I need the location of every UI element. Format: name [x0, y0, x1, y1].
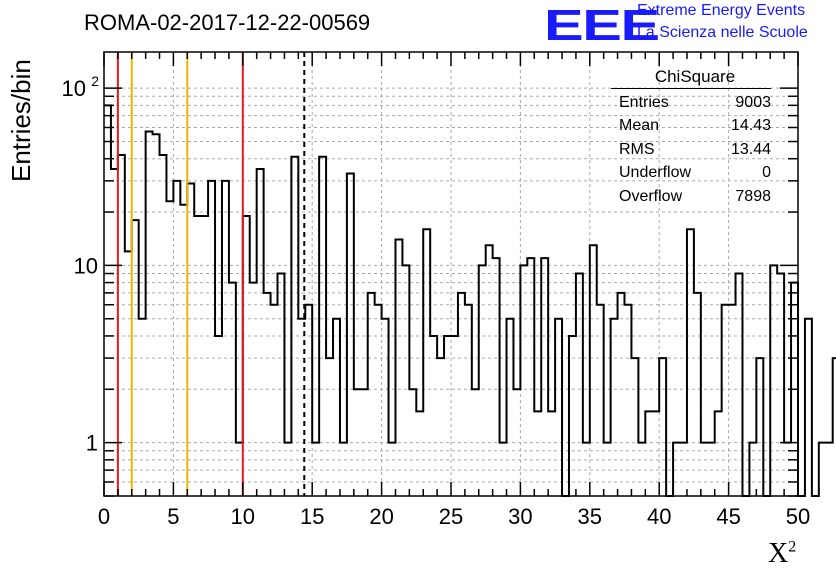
y-tick-label: 1: [86, 431, 98, 456]
x-axis-label: X2: [768, 538, 797, 569]
stats-box: ChiSquare Entries 9003 Mean 14.43 RMS 13.44…: [611, 66, 771, 208]
x-tick-label: 10: [231, 504, 255, 529]
y-tick-label-exponent: 2: [91, 73, 99, 89]
x-tick-label: 30: [508, 504, 532, 529]
eee-logo: EEE: [544, 1, 660, 50]
x-tick-label: 0: [98, 504, 110, 529]
stats-row-overflow: Overflow 7898: [619, 187, 771, 205]
y-axis-label: Entries/bin: [6, 59, 36, 182]
x-tick-label: 35: [578, 504, 602, 529]
logo-tagline-1: Extreme Energy Events: [637, 2, 806, 19]
y-tick-label: 10: [62, 76, 86, 101]
stats-row-mean: Mean 14.43: [619, 117, 771, 135]
x-tick-label: 25: [439, 504, 463, 529]
x-tick-label: 50: [786, 504, 810, 529]
stats-row-underflow: Underflow 0: [619, 164, 771, 182]
logo-tagline-2: La Scienza nelle Scuole: [637, 24, 808, 41]
x-tick-label: 20: [369, 504, 393, 529]
x-tick-label: 15: [300, 504, 324, 529]
stats-row-entries: Entries 9003: [619, 94, 771, 111]
x-tick-label: 45: [716, 504, 740, 529]
page-title: ROMA-02-2017-12-22-00569: [84, 10, 371, 35]
x-tick-label: 40: [647, 504, 671, 529]
stats-title: ChiSquare: [611, 66, 771, 89]
x-tick-label: 5: [167, 504, 179, 529]
stats-row-rms: RMS 13.44: [619, 140, 771, 158]
y-tick-label: 10: [74, 253, 98, 278]
